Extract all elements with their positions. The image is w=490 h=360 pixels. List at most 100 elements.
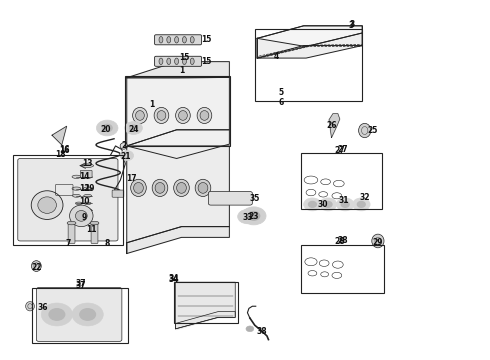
Text: 3: 3: [349, 21, 354, 30]
Ellipse shape: [120, 143, 127, 149]
Text: 26: 26: [326, 121, 337, 130]
Ellipse shape: [173, 179, 189, 197]
Ellipse shape: [159, 58, 163, 64]
FancyBboxPatch shape: [68, 222, 75, 243]
Circle shape: [130, 125, 138, 131]
Bar: [301, 244, 384, 293]
Circle shape: [246, 326, 254, 332]
Text: 18: 18: [55, 150, 66, 159]
Ellipse shape: [31, 191, 63, 220]
Ellipse shape: [178, 111, 187, 120]
Ellipse shape: [83, 209, 92, 212]
Text: 13: 13: [82, 159, 93, 168]
Circle shape: [319, 198, 337, 211]
Ellipse shape: [38, 197, 56, 213]
Ellipse shape: [90, 221, 99, 225]
Circle shape: [357, 202, 365, 207]
Text: 28: 28: [338, 237, 348, 246]
Bar: [255, 30, 362, 101]
Text: 31: 31: [339, 196, 349, 205]
Text: 17: 17: [126, 175, 137, 184]
Text: 38: 38: [257, 327, 268, 336]
FancyBboxPatch shape: [36, 288, 122, 341]
Text: 35: 35: [249, 194, 260, 203]
Circle shape: [125, 122, 143, 134]
Text: 25: 25: [368, 126, 378, 135]
Ellipse shape: [72, 175, 81, 179]
Text: 36: 36: [38, 303, 49, 312]
Ellipse shape: [182, 37, 186, 43]
Text: 12: 12: [79, 184, 90, 193]
Text: 4: 4: [274, 52, 279, 61]
Text: 15: 15: [179, 53, 189, 62]
Ellipse shape: [359, 123, 371, 138]
Circle shape: [72, 303, 103, 326]
Text: 24: 24: [128, 125, 139, 134]
Ellipse shape: [136, 111, 145, 120]
Circle shape: [41, 303, 73, 326]
Ellipse shape: [75, 211, 87, 221]
Text: 27: 27: [335, 146, 345, 155]
Text: 15: 15: [201, 35, 211, 44]
Polygon shape: [257, 33, 362, 58]
FancyBboxPatch shape: [155, 56, 201, 66]
Text: 28: 28: [335, 237, 345, 246]
Bar: [301, 153, 382, 209]
Ellipse shape: [182, 58, 186, 64]
Ellipse shape: [70, 205, 93, 226]
Text: 6: 6: [278, 98, 283, 107]
Circle shape: [120, 150, 134, 161]
Text: 8: 8: [104, 239, 110, 248]
Ellipse shape: [167, 37, 171, 43]
Bar: [174, 282, 238, 323]
Text: 34: 34: [169, 274, 179, 283]
Ellipse shape: [67, 221, 76, 225]
Circle shape: [352, 198, 370, 211]
Text: 23: 23: [248, 212, 259, 221]
Polygon shape: [127, 226, 229, 253]
FancyBboxPatch shape: [91, 222, 98, 243]
Bar: [13, 155, 123, 244]
Circle shape: [341, 202, 349, 207]
Text: 19: 19: [84, 184, 95, 193]
Text: 16: 16: [59, 145, 70, 154]
Ellipse shape: [25, 302, 34, 311]
Ellipse shape: [133, 107, 147, 123]
Circle shape: [336, 198, 354, 211]
Text: 27: 27: [338, 145, 348, 154]
Text: 32: 32: [360, 193, 370, 202]
FancyBboxPatch shape: [18, 158, 118, 241]
Ellipse shape: [31, 261, 41, 271]
Text: 34: 34: [169, 275, 179, 284]
Polygon shape: [127, 146, 229, 253]
Ellipse shape: [154, 107, 169, 123]
Ellipse shape: [134, 183, 144, 193]
Text: 1: 1: [179, 66, 184, 75]
Bar: [125, 76, 230, 146]
Text: 11: 11: [86, 225, 97, 234]
Ellipse shape: [84, 216, 91, 219]
Ellipse shape: [131, 179, 147, 197]
Circle shape: [324, 202, 332, 207]
Polygon shape: [127, 77, 229, 146]
Circle shape: [80, 309, 96, 320]
Circle shape: [238, 210, 257, 224]
Text: 22: 22: [31, 264, 42, 273]
Ellipse shape: [195, 179, 211, 197]
Ellipse shape: [72, 209, 81, 212]
Ellipse shape: [197, 107, 212, 123]
Text: 37: 37: [75, 281, 86, 290]
Text: 15: 15: [201, 57, 211, 66]
Ellipse shape: [82, 164, 94, 167]
Text: 14: 14: [79, 172, 90, 181]
Ellipse shape: [155, 183, 165, 193]
Circle shape: [309, 202, 317, 207]
Ellipse shape: [84, 202, 91, 204]
Ellipse shape: [159, 37, 163, 43]
Ellipse shape: [75, 202, 82, 204]
Ellipse shape: [190, 37, 194, 43]
Text: 20: 20: [100, 125, 111, 134]
FancyBboxPatch shape: [112, 190, 124, 197]
Ellipse shape: [84, 194, 92, 197]
Circle shape: [304, 198, 321, 211]
